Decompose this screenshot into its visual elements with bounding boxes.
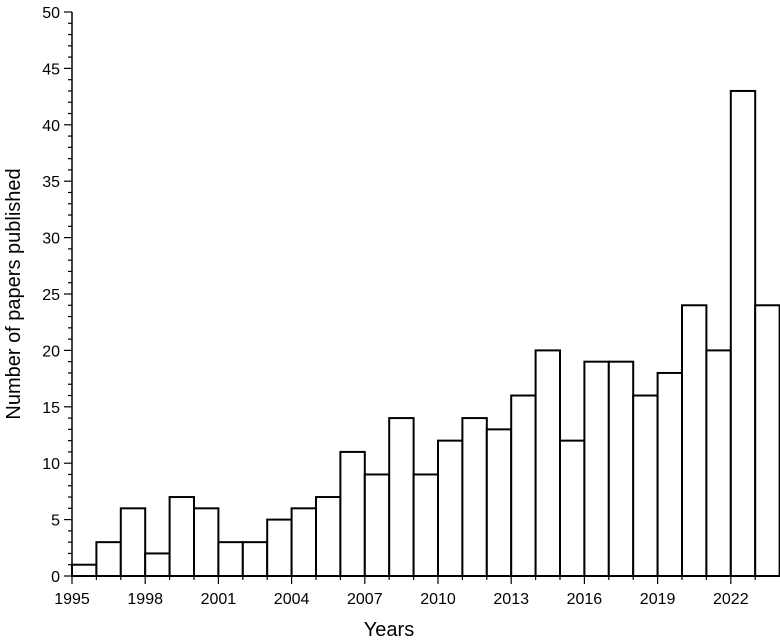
bar-2013 [510, 394, 537, 577]
x-tick-label: 1998 [127, 591, 163, 608]
y-ticks: 0 5 10 15 20 25 30 35 40 45 50 [42, 5, 72, 586]
bar-2012 [485, 428, 513, 577]
bar-2015 [559, 439, 586, 578]
x-tick-label: 2013 [493, 591, 529, 608]
bar-2011 [461, 417, 488, 577]
y-tick-label: 10 [42, 456, 60, 473]
bar-1998 [144, 552, 171, 578]
bar-1997 [119, 507, 147, 578]
bar-2017 [607, 360, 635, 577]
bar-2019 [656, 371, 683, 577]
bar-1999 [168, 496, 196, 578]
x-ticks: 1995 1998 2001 2004 2007 2010 2013 2016 2019 2022 [54, 576, 756, 608]
bars-group [71, 89, 780, 578]
x-tick-label: 2022 [713, 591, 749, 608]
x-tick-label: 2010 [420, 591, 456, 608]
bar-2010 [437, 439, 464, 578]
bar-2001 [217, 541, 244, 577]
x-tick-label: 2001 [201, 591, 237, 608]
x-axis-title: Years [364, 619, 414, 641]
bar-2021 [705, 349, 732, 577]
y-tick-label: 30 [42, 231, 60, 248]
y-tick-label: 5 [51, 513, 60, 530]
bar-2002 [241, 541, 269, 577]
bar-2023 [754, 304, 780, 577]
bar-2006 [339, 450, 366, 578]
bar-2014 [534, 349, 561, 577]
x-tick-label: 2004 [274, 591, 310, 608]
x-tick-label: 2007 [347, 591, 383, 608]
y-tick-label: 0 [51, 569, 60, 586]
bar-2000 [193, 507, 220, 578]
bar-1996 [95, 541, 122, 577]
y-tick-label: 15 [42, 400, 60, 417]
x-tick-label: 2019 [640, 591, 676, 608]
bar-2022 [729, 89, 757, 578]
bar-2004 [290, 507, 318, 578]
x-tick-label: 2016 [567, 591, 603, 608]
bar-2018 [632, 394, 659, 577]
y-tick-label: 50 [42, 5, 60, 22]
bar-2005 [315, 496, 342, 578]
bar-2007 [363, 473, 391, 578]
bar-2009 [412, 473, 440, 578]
bar-2016 [583, 360, 610, 577]
y-tick-label: 20 [42, 343, 60, 360]
bar-2003 [266, 518, 293, 577]
y-tick-label: 35 [42, 174, 60, 191]
y-tick-label: 40 [42, 118, 60, 135]
y-tick-label: 45 [42, 61, 60, 78]
y-axis-title: Number of papers published [3, 168, 25, 419]
bar-1995 [71, 563, 98, 577]
bar-2008 [388, 417, 415, 577]
y-tick-label: 25 [42, 287, 60, 304]
x-tick-label: 1995 [54, 591, 90, 608]
bar-2020 [681, 304, 708, 577]
